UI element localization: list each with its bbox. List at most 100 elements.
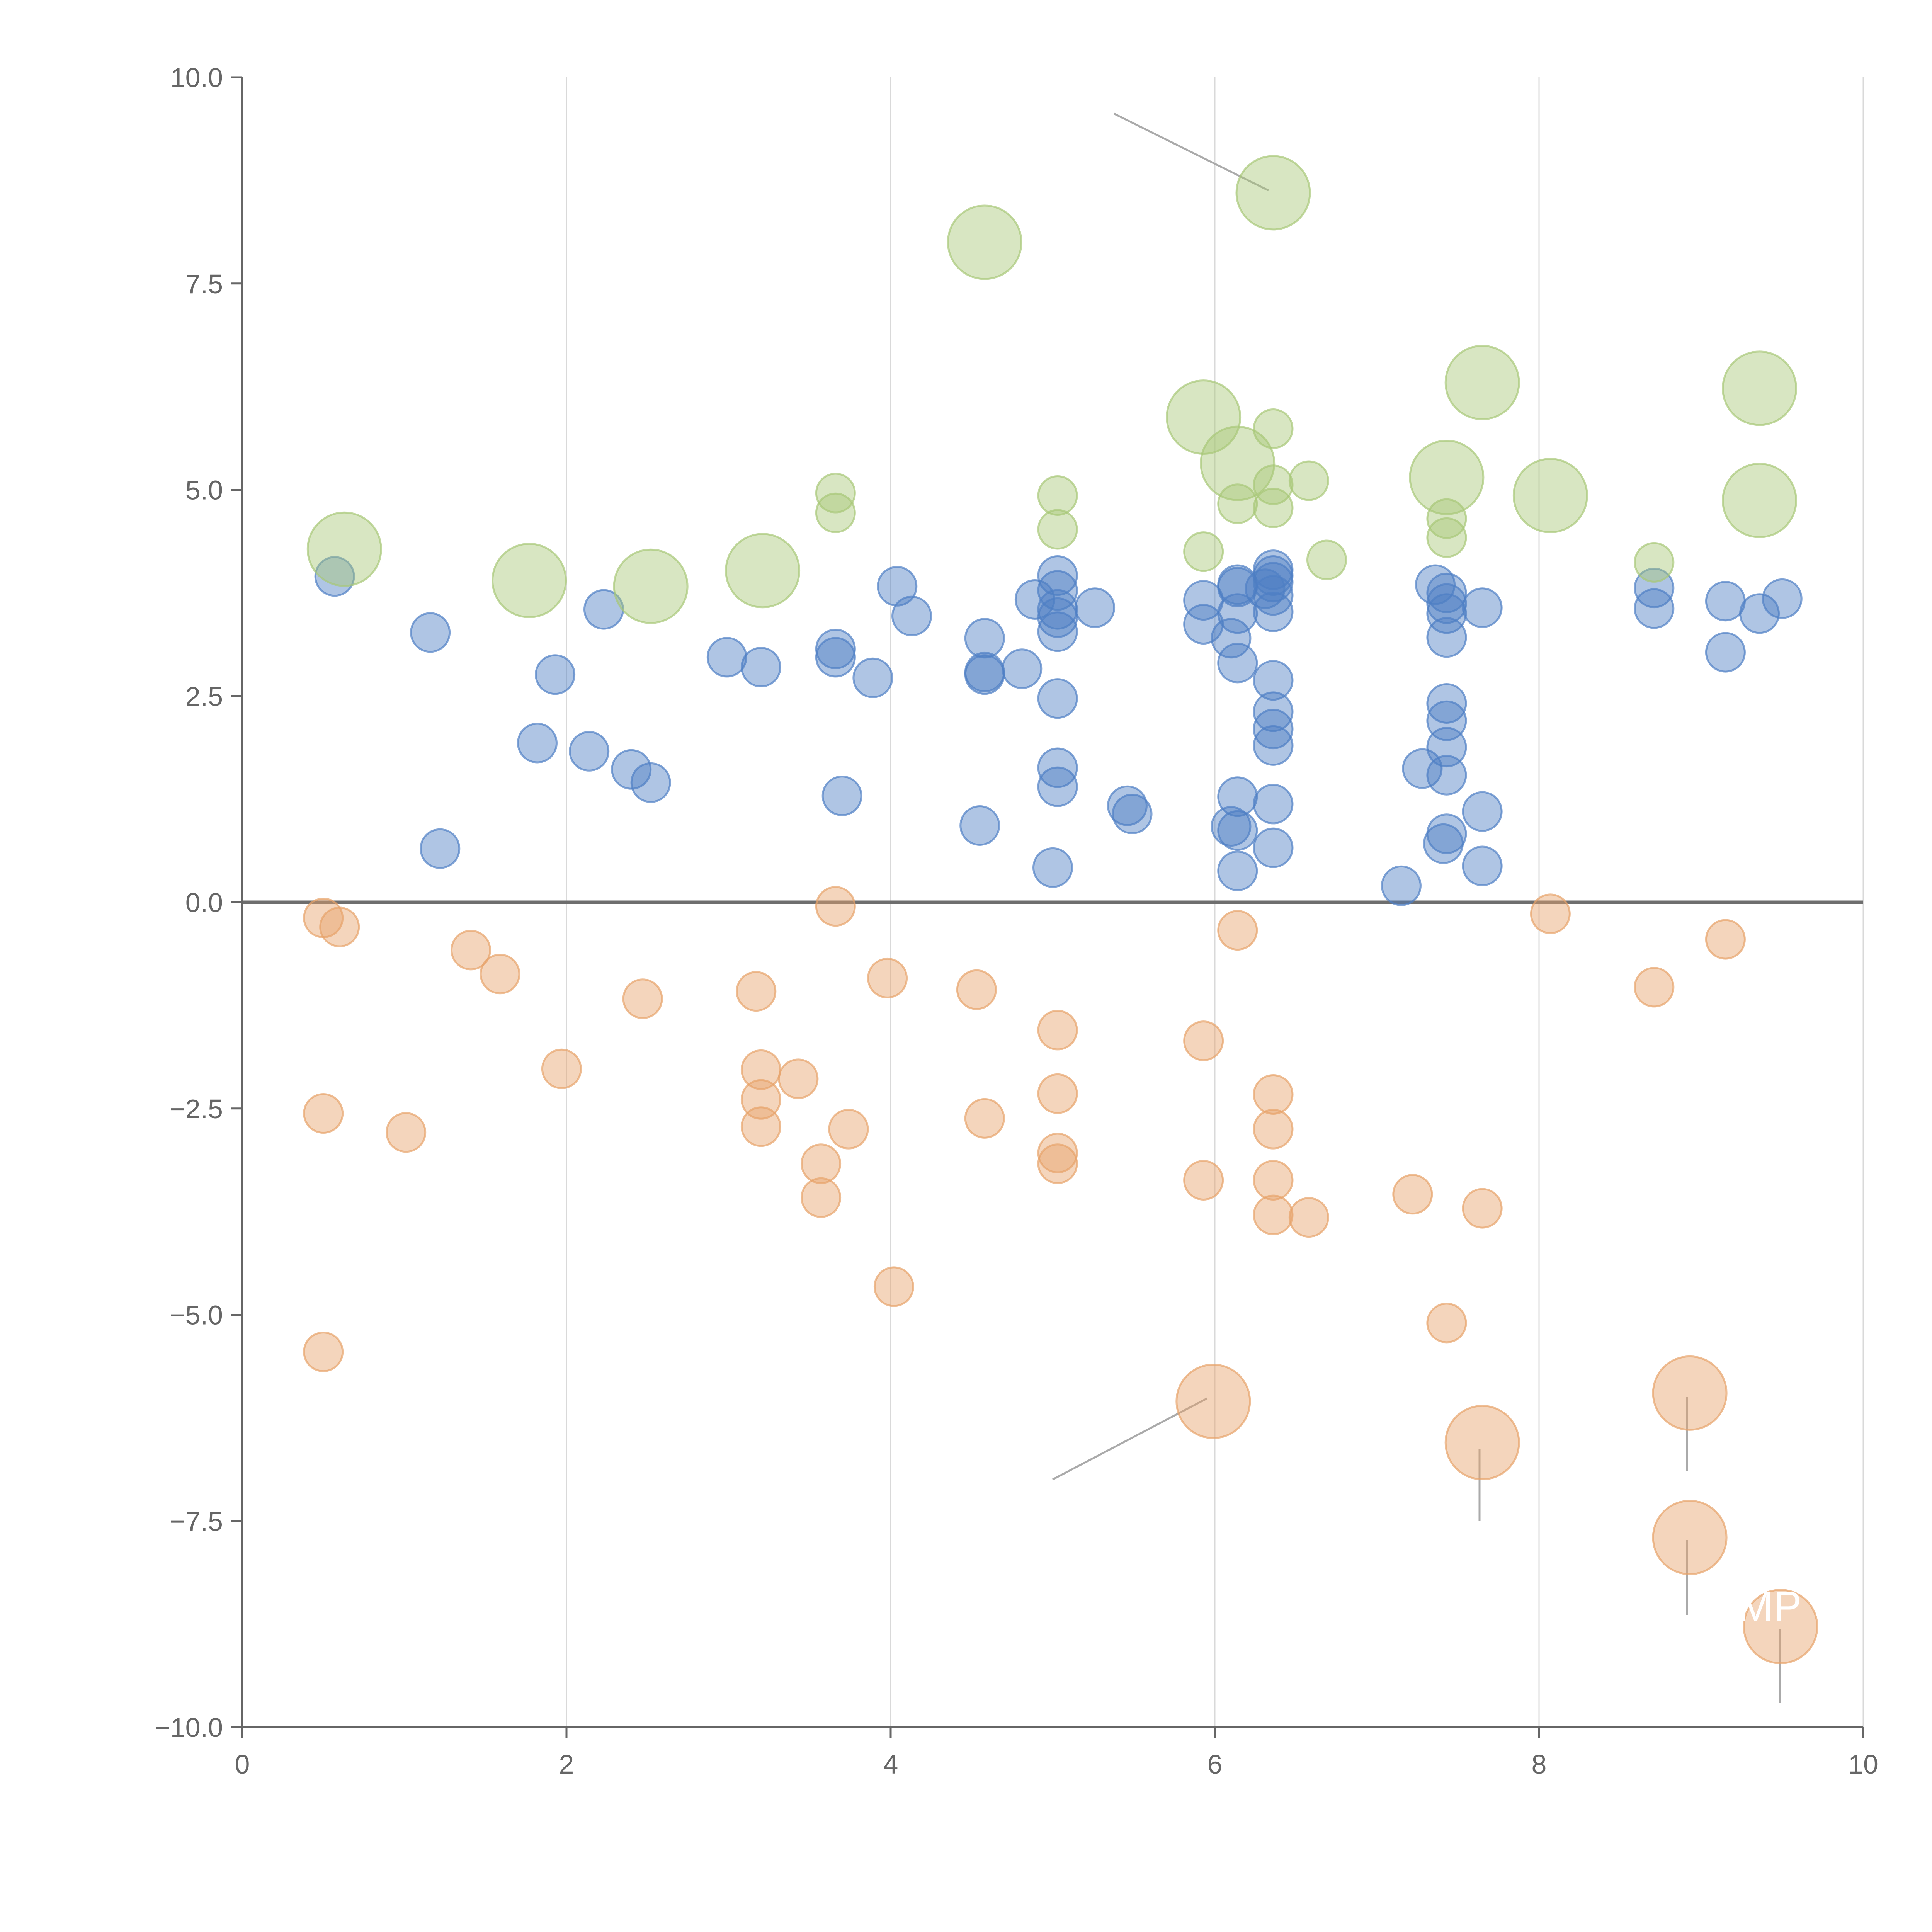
bubble-point[interactable] (1253, 709, 1294, 750)
bubble-point[interactable] (801, 1143, 842, 1184)
bubble-point[interactable] (1037, 1010, 1078, 1051)
bubble-point[interactable] (1426, 727, 1467, 768)
bubble-point[interactable] (1217, 643, 1258, 684)
bubble-point[interactable] (1200, 425, 1276, 501)
bubble-point[interactable] (1037, 589, 1078, 630)
bubble-point[interactable] (1426, 1303, 1467, 1344)
bubble-point[interactable] (778, 1058, 819, 1099)
bubble-point[interactable] (1037, 509, 1078, 550)
bubble-point[interactable] (1253, 827, 1294, 868)
bubble-point[interactable] (815, 886, 856, 927)
bubble-point[interactable] (569, 731, 610, 772)
bubble-point[interactable] (1253, 562, 1294, 603)
bubble-point[interactable] (1423, 823, 1464, 864)
bubble-point[interactable] (1253, 408, 1294, 449)
bubble-point[interactable] (964, 654, 1005, 695)
bubble-point[interactable] (801, 1177, 842, 1218)
bubble-point[interactable] (420, 828, 461, 869)
bubble-point[interactable] (1426, 593, 1467, 634)
bubble-point[interactable] (535, 654, 576, 695)
bubble-point[interactable] (1288, 1197, 1329, 1238)
bubble-point[interactable] (1217, 850, 1258, 891)
bubble-point[interactable] (1462, 845, 1503, 886)
bubble-point[interactable] (1253, 575, 1294, 616)
bubble-point[interactable] (303, 1093, 344, 1134)
bubble-point[interactable] (1253, 591, 1294, 632)
bubble-point[interactable] (1652, 1355, 1728, 1431)
bubble-point[interactable] (815, 629, 856, 670)
bubble-point[interactable] (1253, 691, 1294, 732)
bubble-point[interactable] (1253, 1194, 1294, 1235)
bubble-point[interactable] (1037, 766, 1078, 807)
bubble-point[interactable] (410, 612, 451, 653)
bubble-point[interactable] (964, 618, 1005, 659)
bubble-point[interactable] (1426, 617, 1467, 658)
bubble-point[interactable] (319, 906, 360, 947)
bubble-point[interactable] (1444, 1405, 1520, 1480)
bubble-point[interactable] (1037, 555, 1078, 596)
bubble-point[interactable] (1426, 683, 1467, 724)
bubble-point[interactable] (1032, 847, 1073, 888)
bubble-point[interactable] (1037, 1073, 1078, 1114)
bubble-point[interactable] (1426, 755, 1467, 796)
bubble-point[interactable] (622, 978, 663, 1019)
bubble-point[interactable] (1462, 791, 1503, 832)
bubble-point[interactable] (1037, 1143, 1078, 1184)
bubble-point[interactable] (1722, 463, 1798, 538)
bubble-point[interactable] (956, 969, 997, 1010)
bubble-point[interactable] (1705, 632, 1746, 673)
bubble-point[interactable] (947, 204, 1022, 280)
bubble-point[interactable] (891, 595, 932, 636)
bubble-point[interactable] (1217, 776, 1258, 817)
bubble-point[interactable] (1462, 1188, 1503, 1229)
bubble-point[interactable] (1002, 648, 1043, 689)
bubble-point[interactable] (1253, 660, 1294, 701)
bubble-point[interactable] (828, 1109, 869, 1150)
bubble-point[interactable] (541, 1048, 582, 1089)
bubble-point[interactable] (613, 548, 689, 624)
bubble-point[interactable] (1634, 588, 1675, 629)
bubble-point[interactable] (492, 543, 567, 618)
bubble-point[interactable] (1112, 794, 1153, 835)
bubble-point[interactable] (1217, 483, 1258, 524)
bubble-point[interactable] (1705, 919, 1746, 960)
bubble-point[interactable] (821, 776, 862, 816)
bubble-point[interactable] (1253, 1109, 1294, 1150)
bubble-point[interactable] (1037, 611, 1078, 652)
bubble-point[interactable] (740, 1106, 781, 1147)
bubble-point[interactable] (1211, 806, 1252, 847)
bubble-point[interactable] (1426, 572, 1467, 613)
bubble-point[interactable] (725, 533, 801, 609)
bubble-point[interactable] (1253, 1160, 1294, 1201)
bubble-point[interactable] (450, 930, 491, 971)
bubble-point[interactable] (1183, 1020, 1224, 1061)
bubble-point[interactable] (1652, 1500, 1728, 1575)
bubble-point[interactable] (1444, 345, 1520, 420)
bubble-point[interactable] (1634, 967, 1675, 1008)
bubble-point[interactable] (1392, 1174, 1433, 1215)
bubble-point[interactable] (1288, 460, 1329, 501)
bubble-point[interactable] (852, 657, 893, 698)
bubble-point[interactable] (1037, 597, 1078, 638)
bubble-point[interactable] (1253, 487, 1294, 528)
bubble-point[interactable] (1253, 784, 1294, 825)
bubble-point[interactable] (1306, 539, 1347, 580)
bubble-point[interactable] (1183, 1160, 1224, 1201)
bubble-point[interactable] (1075, 587, 1116, 628)
bubble-point[interactable] (815, 637, 856, 678)
bubble-point[interactable] (1426, 583, 1467, 624)
bubble-point[interactable] (740, 647, 781, 688)
bubble-point[interactable] (1705, 581, 1746, 622)
bubble-point[interactable] (1217, 593, 1258, 634)
bubble-point[interactable] (1037, 678, 1078, 719)
bubble-point[interactable] (1175, 1364, 1251, 1439)
bubble-point[interactable] (1037, 1133, 1078, 1173)
bubble-point[interactable] (1166, 379, 1242, 455)
bubble-point[interactable] (1217, 910, 1258, 951)
bubble-point[interactable] (1512, 457, 1588, 533)
bubble-point[interactable] (1634, 542, 1675, 583)
bubble-point[interactable] (1739, 593, 1780, 634)
bubble-point[interactable] (1743, 1589, 1818, 1665)
bubble-point[interactable] (386, 1112, 427, 1153)
bubble-point[interactable] (1253, 725, 1294, 766)
